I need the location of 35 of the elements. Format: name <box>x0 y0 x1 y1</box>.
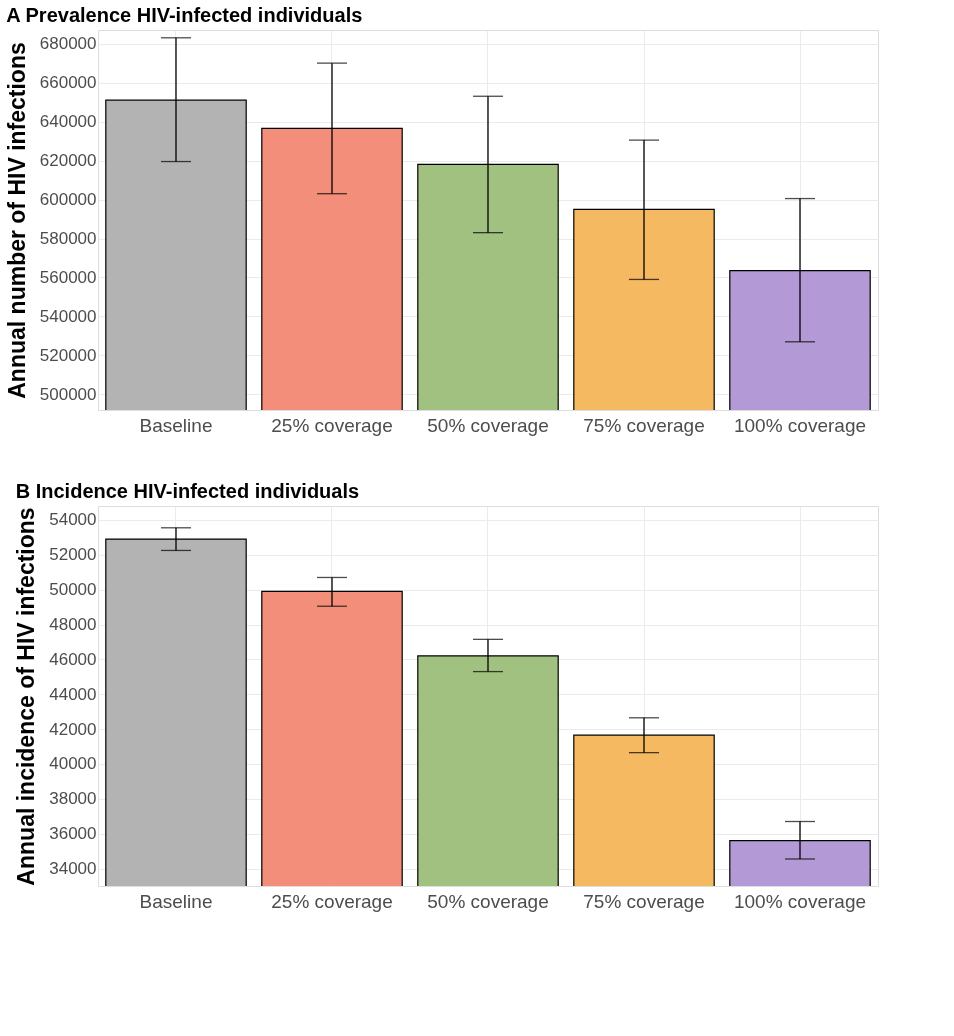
y-tick-label: 640000 <box>39 112 97 132</box>
x-tick-label: 75% coverage <box>583 414 705 436</box>
x-tick-label: 50% coverage <box>427 414 549 436</box>
y-tick-label: 580000 <box>39 229 97 249</box>
x-tick-label: Baseline <box>139 890 213 912</box>
y-tick-label: 600000 <box>39 190 97 210</box>
y-tick-label: 680000 <box>39 34 97 54</box>
y-axis-title: Annual number of HIV infections <box>3 42 30 399</box>
y-tick-label: 44000 <box>49 684 97 704</box>
y-tick-label: 42000 <box>49 719 97 739</box>
y-tick-label: 36000 <box>49 824 97 844</box>
x-tick-label: 100% coverage <box>733 414 867 436</box>
y-tick-label: 50000 <box>49 580 97 600</box>
x-tick-label: 50% coverage <box>427 890 549 912</box>
x-tick-label: Baseline <box>139 414 213 436</box>
y-tick-label: 38000 <box>49 789 97 809</box>
y-tick-label: 40000 <box>49 754 97 774</box>
y-tick-label: 540000 <box>39 306 97 326</box>
x-tick-label: 75% coverage <box>583 890 705 912</box>
x-tick-label: 25% coverage <box>271 414 393 436</box>
chart-title: B Incidence HIV-infected individuals <box>15 480 360 502</box>
y-tick-label: 48000 <box>49 615 97 635</box>
y-tick-label: 520000 <box>39 345 97 365</box>
x-tick-label: 100% coverage <box>733 890 867 912</box>
y-tick-label: 54000 <box>49 510 97 530</box>
y-tick-label: 620000 <box>39 151 97 171</box>
y-tick-label: 34000 <box>49 859 97 879</box>
y-tick-label: 660000 <box>39 73 97 93</box>
y-tick-label: 46000 <box>49 649 97 669</box>
x-tick-label: 25% coverage <box>271 890 393 912</box>
chart-title: A Prevalence HIV-infected individuals <box>6 4 363 26</box>
y-tick-label: 560000 <box>39 267 97 287</box>
y-tick-label: 500000 <box>39 384 97 404</box>
y-tick-label: 52000 <box>49 545 97 565</box>
y-axis-title: Annual incidence of HIV infections <box>13 507 40 886</box>
